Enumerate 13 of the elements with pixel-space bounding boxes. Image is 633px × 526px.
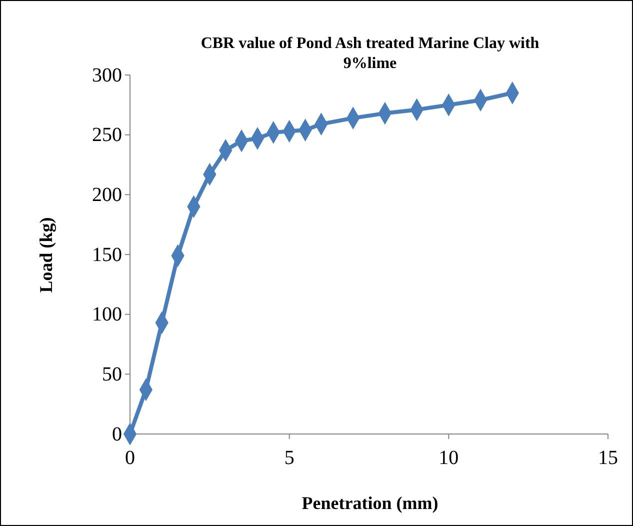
x-tick-label: 15 (598, 447, 618, 469)
y-tick-label: 0 (112, 423, 122, 446)
y-tick-label: 200 (92, 184, 122, 206)
y-axis-title: Load (kg) (36, 217, 56, 293)
y-tick-label: 50 (102, 364, 122, 386)
y-tick-label: 100 (92, 304, 122, 326)
x-tick-label: 10 (438, 447, 459, 469)
y-tick-label: 150 (92, 244, 122, 266)
chart-title: CBR value of Pond Ash treated Marine Clay with 9%lime (200, 35, 540, 72)
y-tick-label: 250 (92, 124, 122, 146)
x-axis-title: Penetration (mm) (302, 493, 438, 513)
x-tick-label: 5 (284, 447, 294, 469)
y-tick-label: 300 (92, 64, 122, 86)
